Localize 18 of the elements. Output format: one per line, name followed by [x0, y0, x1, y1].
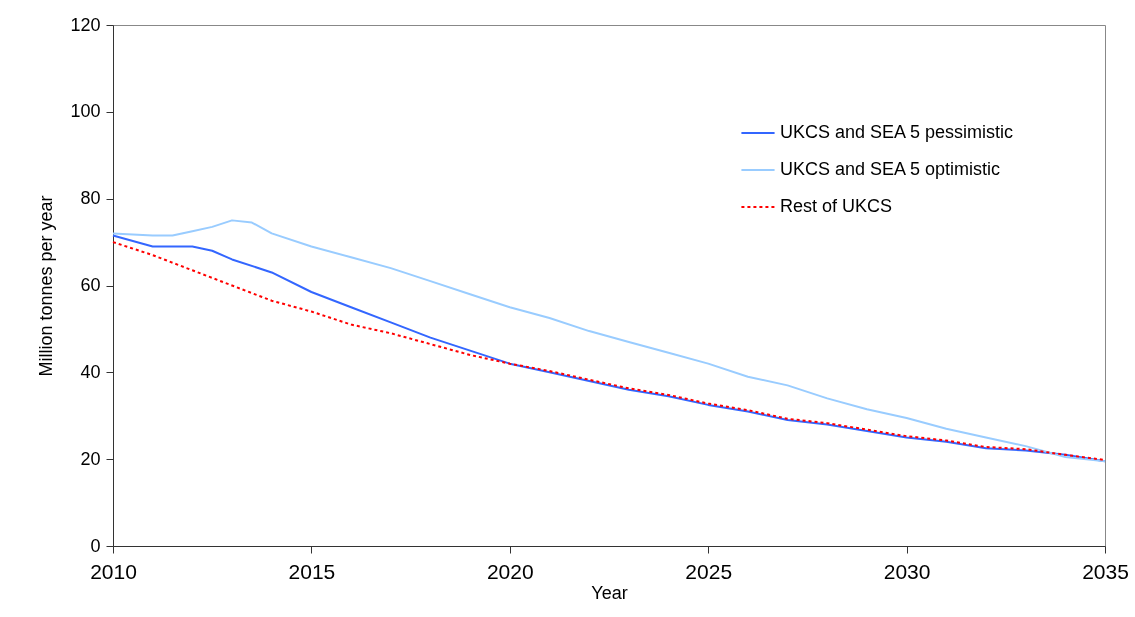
- x-tick-label: 2015: [288, 559, 336, 583]
- x-tick-label: 2025: [685, 559, 733, 583]
- x-tick-label: 2010: [90, 559, 137, 583]
- y-tick-label: 120: [70, 14, 101, 35]
- y-tick-label: 20: [80, 448, 101, 469]
- y-tick-label: 40: [80, 361, 101, 382]
- y-tick-label: 60: [80, 275, 101, 295]
- legend-label: UKCS and SEA 5 pessimistic: [780, 122, 1014, 142]
- legend-label: UKCS and SEA 5 optimistic: [780, 159, 1001, 179]
- x-tick-label: 2030: [883, 559, 931, 583]
- y-tick-label: 80: [80, 188, 101, 209]
- y-tick-label: 100: [70, 101, 101, 122]
- x-tick-label: 2020: [486, 559, 534, 583]
- y-axis-title: Million tonnes per year: [36, 195, 57, 377]
- x-tick-label: 2035: [1082, 559, 1129, 583]
- y-tick-label: 0: [90, 535, 101, 556]
- legend-label: Rest of UKCS: [780, 196, 893, 216]
- x-axis-title: Year: [591, 582, 628, 603]
